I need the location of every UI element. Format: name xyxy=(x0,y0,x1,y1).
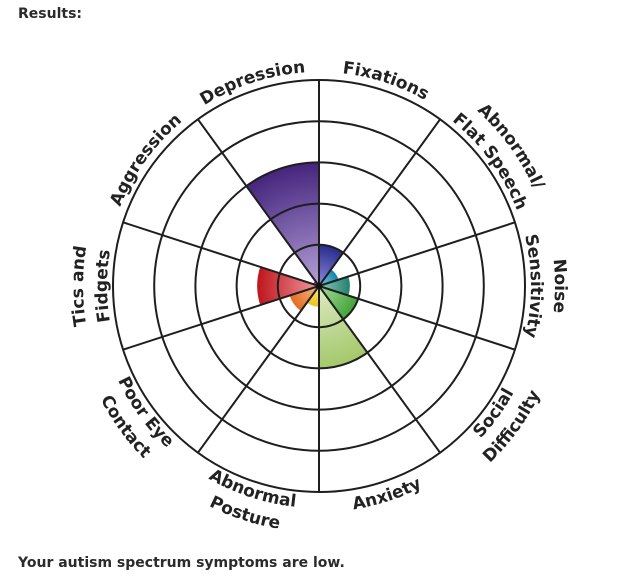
results-heading: Results: xyxy=(18,6,82,22)
category-label-text: Depression xyxy=(197,57,306,109)
category-label: Sensitivity xyxy=(520,232,546,339)
center-dot xyxy=(316,283,322,289)
category-label-text: Noise xyxy=(549,258,570,314)
wedge-poor-eye-contact xyxy=(289,286,319,311)
wedge-depression xyxy=(246,162,319,286)
wedge-social-difficulty xyxy=(319,286,359,320)
category-label-text: Sensitivity xyxy=(520,232,546,339)
category-label: Depression xyxy=(197,57,306,109)
result-summary: Your autism spectrum symptoms are low. xyxy=(18,555,345,571)
category-label-text: Fidgets xyxy=(92,248,115,323)
category-label: Aggression xyxy=(106,110,185,209)
category-label: Noise xyxy=(549,258,570,314)
category-label-text: Tics and xyxy=(68,244,91,327)
category-label-text: Fixations xyxy=(342,58,433,104)
grid-spoke xyxy=(318,285,441,454)
wedge-anxiety xyxy=(319,286,368,369)
wedge-abnormal-flat-speech xyxy=(319,269,339,286)
wedge-fixations xyxy=(319,244,344,286)
grid-spoke xyxy=(197,118,320,287)
grid-spoke xyxy=(122,221,320,287)
wedge-noise-sensitivity xyxy=(319,276,350,296)
grid-spoke xyxy=(122,285,320,351)
grid-spoke xyxy=(318,118,441,287)
category-label-text: Aggression xyxy=(106,110,185,209)
grid-spoke xyxy=(318,285,516,351)
category-label: Tics and xyxy=(68,244,91,327)
category-label: Fidgets xyxy=(92,248,115,323)
wedge-tics-and-fidgets xyxy=(257,266,319,306)
grid-spoke xyxy=(197,285,320,454)
grid-spoke xyxy=(318,221,516,287)
category-label: Fixations xyxy=(342,58,433,104)
